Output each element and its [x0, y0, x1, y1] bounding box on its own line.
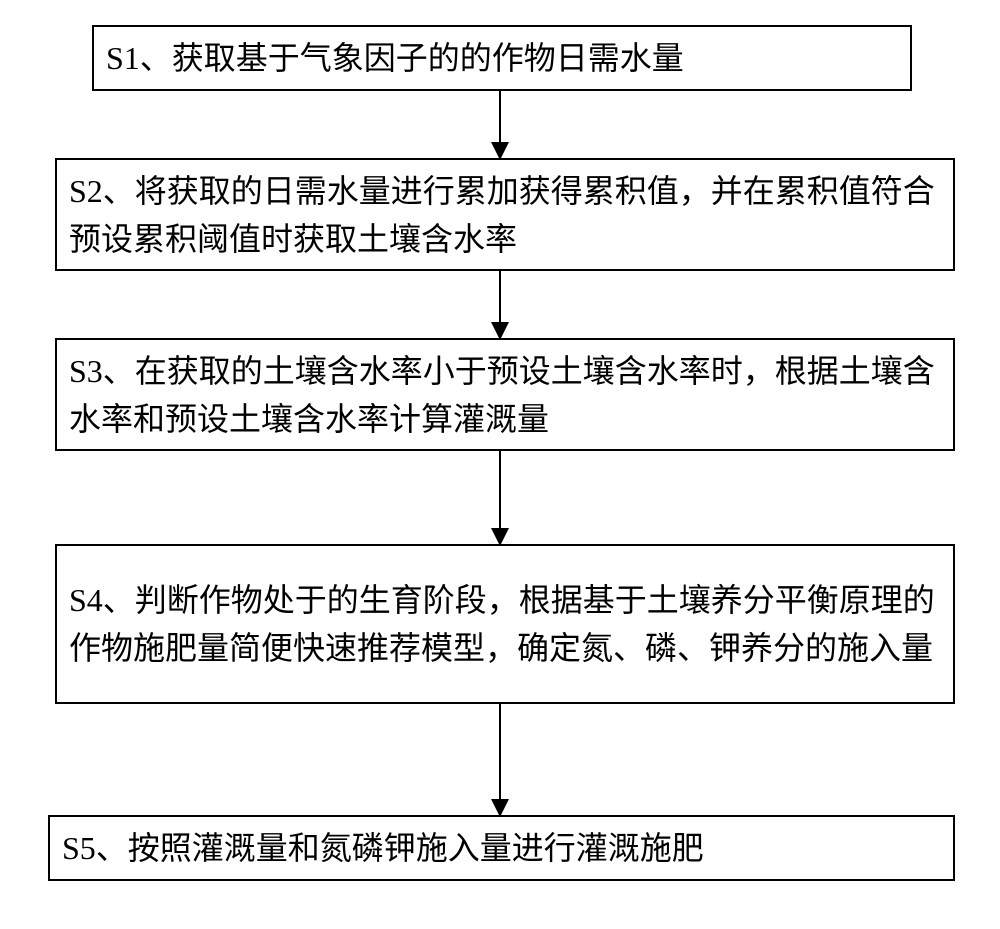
flow-node-s3: S3、在获取的土壤含水率小于预设土壤含水率时，根据土壤含水率和预设土壤含水率计算…	[55, 338, 955, 451]
flow-node-s4: S4、判断作物处于的生育阶段，根据基于土壤养分平衡原理的作物施肥量简便快速推荐模…	[55, 544, 955, 704]
flow-node-s1: S1、获取基于气象因子的的作物日需水量	[92, 25, 912, 91]
flowchart-canvas: S1、获取基于气象因子的的作物日需水量 S2、将获取的日需水量进行累加获得累积值…	[0, 0, 1000, 929]
flow-node-s3-text: S3、在获取的土壤含水率小于预设土壤含水率时，根据土壤含水率和预设土壤含水率计算…	[69, 347, 941, 443]
flow-node-s2-text: S2、将获取的日需水量进行累加获得累积值，并在累积值符合预设累积阈值时获取土壤含…	[69, 167, 941, 263]
flow-node-s5: S5、按照灌溉量和氮磷钾施入量进行灌溉施肥	[48, 815, 955, 881]
flow-node-s1-text: S1、获取基于气象因子的的作物日需水量	[106, 34, 898, 82]
flow-node-s4-text: S4、判断作物处于的生育阶段，根据基于土壤养分平衡原理的作物施肥量简便快速推荐模…	[69, 576, 941, 672]
flow-node-s2: S2、将获取的日需水量进行累加获得累积值，并在累积值符合预设累积阈值时获取土壤含…	[55, 158, 955, 271]
flow-node-s5-text: S5、按照灌溉量和氮磷钾施入量进行灌溉施肥	[62, 824, 941, 872]
